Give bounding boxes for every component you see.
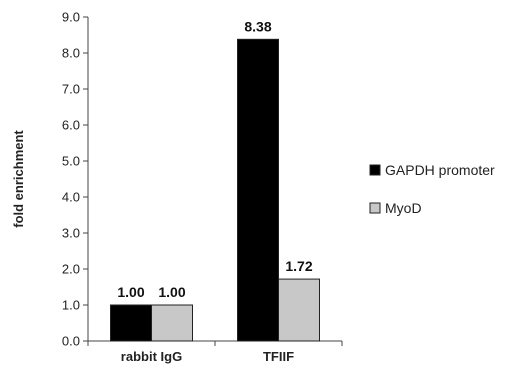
data-label: 8.38: [244, 18, 271, 34]
legend: GAPDH promoter MyoD: [369, 162, 495, 216]
x-tick-label: TFIIF: [263, 349, 294, 364]
y-tick-label: 0.0: [62, 334, 80, 349]
x-tick-label: rabbit IgG: [121, 349, 182, 364]
y-tick-label: 4.0: [62, 190, 80, 205]
bar: [278, 278, 320, 342]
y-tick-label: 7.0: [62, 82, 80, 97]
y-tick-label: 3.0: [62, 226, 80, 241]
legend-label: MyoD: [385, 200, 422, 216]
y-axis-title: fold enrichment: [11, 130, 26, 228]
y-tick-label: 9.0: [62, 10, 80, 25]
y-tick-label: 1.0: [62, 298, 80, 313]
legend-swatch: [369, 164, 381, 176]
data-label: 1.00: [158, 284, 185, 300]
bar: [151, 304, 193, 342]
y-tick-label: 6.0: [62, 118, 80, 133]
bar: [237, 38, 279, 342]
y-tick-label: 2.0: [62, 262, 80, 277]
y-tick-label: 5.0: [62, 154, 80, 169]
y-tick-label: 8.0: [62, 46, 80, 61]
legend-swatch: [369, 202, 381, 214]
data-label: 1.72: [285, 258, 312, 274]
plot-area: 0.0 1.0 2.0 3.0 4.0 5.0 6.0 7.0 8.0 9.0 rabbit IgG…: [11, 10, 343, 364]
data-label: 1.00: [117, 284, 144, 300]
legend-label: GAPDH promoter: [385, 162, 495, 178]
bar: [110, 304, 152, 342]
